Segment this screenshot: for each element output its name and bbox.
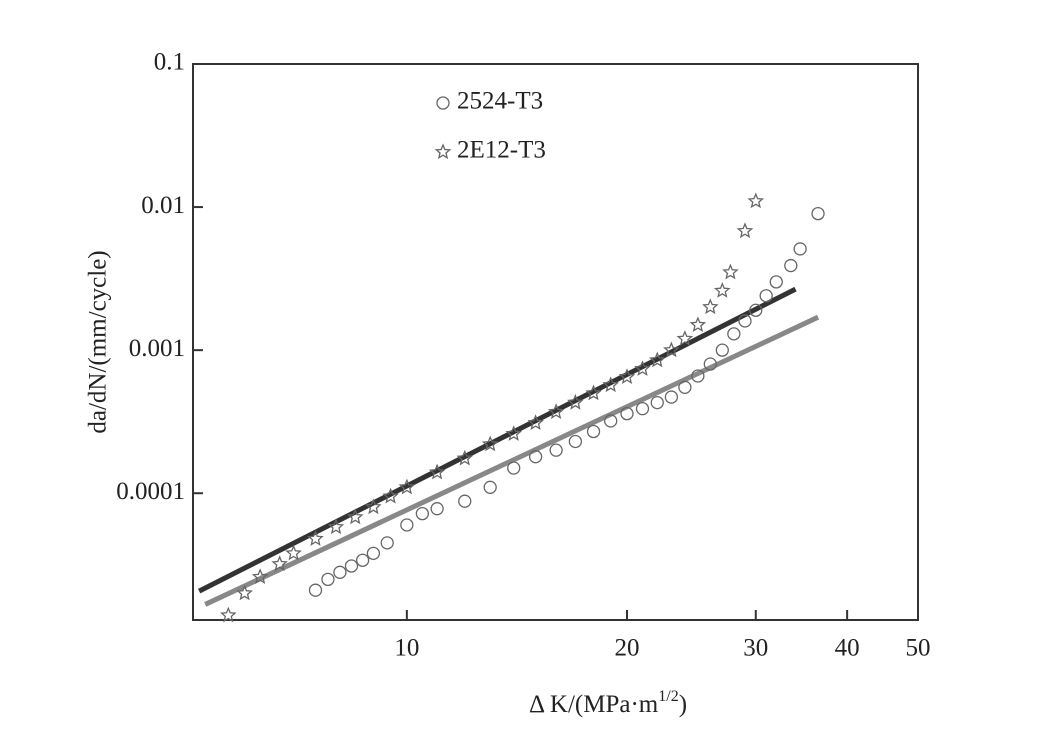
point	[618, 368, 636, 384]
point	[634, 360, 651, 376]
point	[347, 508, 364, 525]
point	[650, 395, 664, 410]
point	[505, 425, 523, 441]
point	[458, 494, 472, 508]
point	[738, 314, 752, 328]
point	[528, 450, 543, 464]
point	[430, 502, 444, 516]
point	[620, 406, 634, 421]
point	[678, 380, 692, 394]
legend-label: 2524-T3	[457, 88, 543, 115]
point	[366, 546, 381, 560]
point	[702, 298, 719, 315]
x-axis-label: Δ K/(MPa·m1/2)	[529, 688, 687, 718]
point	[703, 357, 717, 371]
x-tick-label: 30	[743, 635, 768, 662]
point	[355, 553, 370, 567]
point	[747, 192, 764, 209]
point	[567, 393, 584, 410]
point	[602, 376, 619, 393]
point	[308, 583, 323, 597]
point	[759, 289, 773, 303]
point	[456, 449, 473, 466]
point	[365, 498, 382, 515]
x-label-main: Δ K/(MPa·m	[529, 691, 659, 718]
point	[327, 518, 345, 535]
point	[714, 282, 731, 298]
point	[236, 584, 253, 601]
point	[648, 351, 666, 368]
point	[428, 463, 446, 480]
x-tick-label: 10	[394, 635, 419, 662]
point	[415, 506, 429, 521]
point	[547, 403, 565, 419]
point	[663, 341, 680, 358]
x-tick-label: 20	[614, 635, 639, 662]
fit-line	[204, 314, 820, 607]
legend-marker	[434, 143, 452, 160]
point	[220, 606, 237, 623]
point	[398, 478, 416, 495]
x-tick-label: 50	[906, 635, 931, 662]
point	[285, 544, 302, 561]
point	[604, 414, 618, 428]
y-tick-label: 0.0001	[116, 478, 185, 505]
y-tick-label: 0.001	[129, 335, 185, 362]
x-label-sup: 1/2	[658, 688, 678, 705]
legend-marker	[436, 96, 450, 110]
legend-label: 2E12-T3	[457, 137, 546, 164]
point	[749, 303, 763, 317]
point	[382, 487, 399, 504]
point	[344, 559, 359, 573]
point	[400, 518, 414, 532]
point	[307, 530, 324, 546]
point	[483, 480, 497, 494]
point	[271, 555, 288, 572]
point	[769, 275, 783, 289]
point	[736, 222, 754, 239]
y-tick-label: 0.01	[141, 192, 185, 219]
y-tick-label: 0.1	[154, 49, 185, 76]
point	[333, 565, 347, 579]
fit-line	[198, 286, 797, 594]
x-label-end: )	[679, 691, 687, 718]
point	[481, 435, 499, 452]
point	[676, 330, 694, 346]
point	[586, 424, 601, 439]
point	[784, 258, 798, 273]
point	[251, 568, 269, 584]
point	[727, 327, 741, 341]
y-axis-label: da/dN/(mm/cycle)	[85, 250, 112, 433]
point	[380, 536, 394, 550]
point	[793, 242, 807, 256]
point	[321, 572, 335, 587]
point	[664, 390, 679, 404]
point	[527, 414, 544, 430]
point	[722, 263, 739, 280]
x-tick-label: 40	[835, 635, 860, 662]
point	[507, 461, 521, 475]
point	[568, 434, 583, 449]
point	[811, 206, 825, 221]
point	[691, 369, 705, 383]
point	[635, 402, 650, 416]
point	[549, 443, 563, 457]
point	[585, 384, 602, 401]
plot-frame	[192, 63, 919, 621]
point	[715, 343, 729, 357]
point	[689, 316, 707, 332]
